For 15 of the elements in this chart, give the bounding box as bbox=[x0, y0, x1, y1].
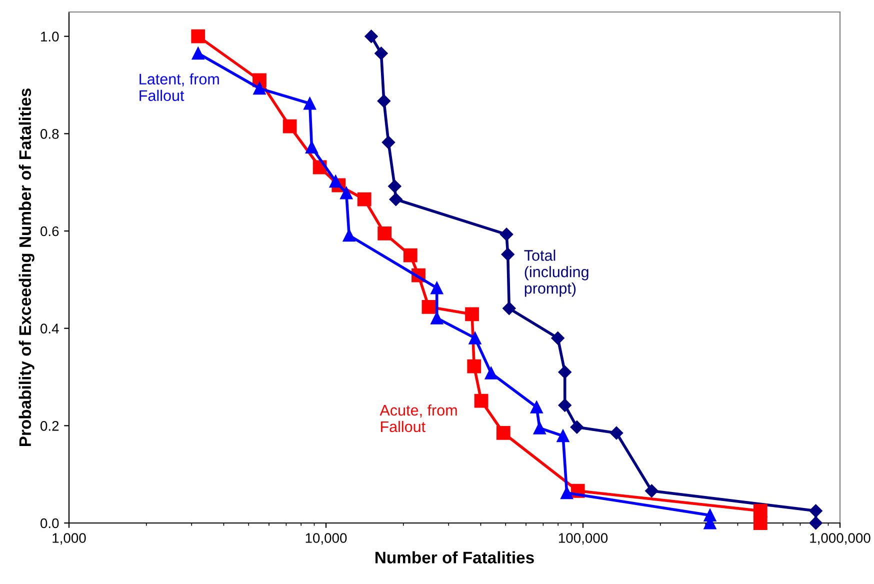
y-tick-label: 0.4 bbox=[40, 324, 59, 334]
y-tick-label: 0.8 bbox=[40, 129, 59, 139]
x-tick-label: 1,000 bbox=[52, 533, 86, 545]
series-label: Acute, from Fallout bbox=[380, 404, 457, 432]
x-axis-title: Number of Fatalities bbox=[376, 551, 534, 564]
y-tick-label: 0.0 bbox=[40, 518, 59, 528]
y-tick-label: 0.2 bbox=[40, 421, 59, 431]
x-tick-label: 10,000 bbox=[306, 533, 347, 545]
series-label: Total (including prompt) bbox=[524, 250, 588, 297]
y-tick-label: 1.0 bbox=[41, 32, 59, 42]
x-tick-label: 1,000,000 bbox=[810, 533, 870, 545]
series-label: Latent, from Fallout bbox=[140, 73, 219, 101]
x-tick-label: 100,000 bbox=[558, 533, 608, 545]
y-axis-title: Probability of Exceeding Number of Fatalities bbox=[18, 88, 34, 446]
y-tick-label: 0.6 bbox=[40, 226, 59, 236]
